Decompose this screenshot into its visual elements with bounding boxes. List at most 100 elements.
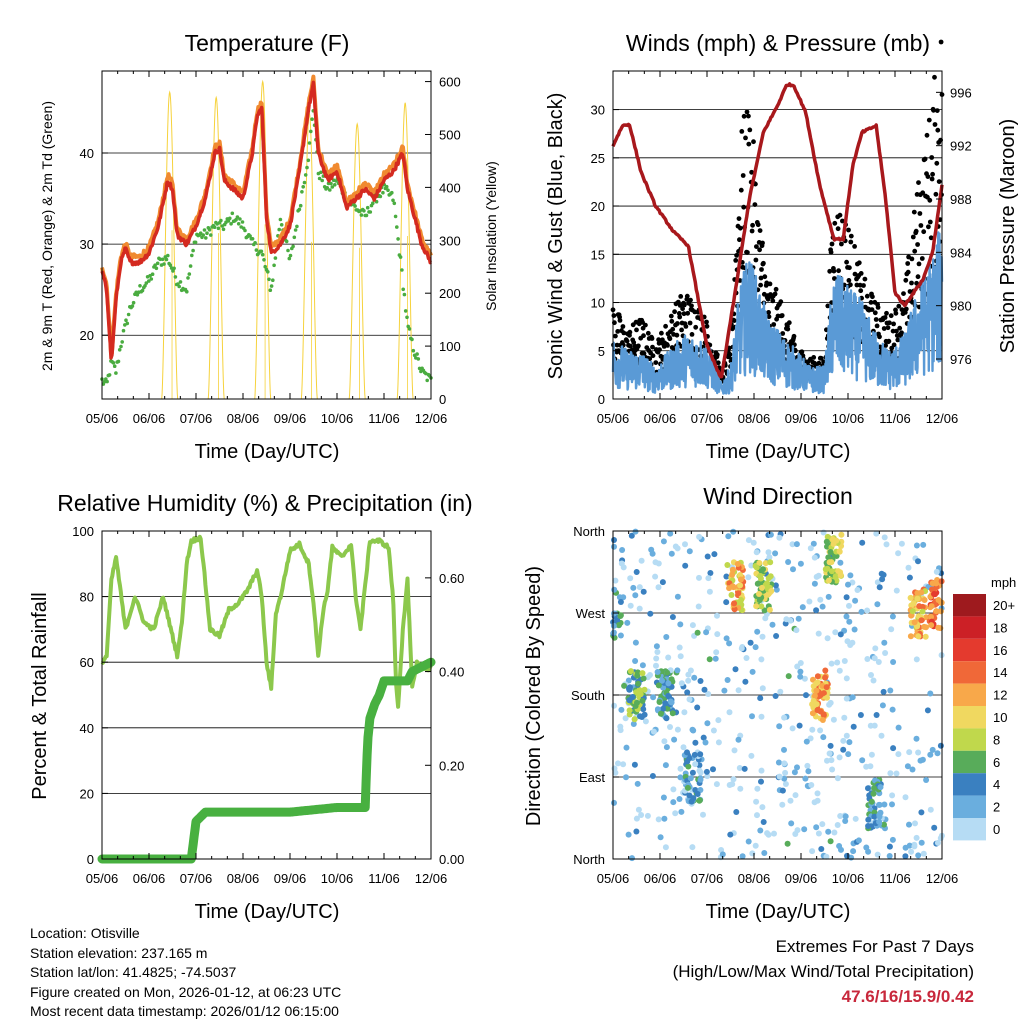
dewpoint-point	[405, 315, 409, 320]
direction-point	[932, 591, 938, 598]
direction-point	[700, 811, 706, 818]
direction-xtick-label: 06/06	[644, 871, 677, 886]
direction-point	[817, 727, 824, 734]
dewpoint-point	[365, 205, 370, 210]
direction-point	[674, 593, 681, 600]
dewpoint-point	[143, 284, 147, 288]
gust-point	[929, 176, 935, 182]
direction-point	[867, 763, 874, 770]
location-line: Location: Otisville	[30, 925, 140, 941]
humidity-ytick-label: 40	[80, 721, 94, 736]
winds-panel: Winds (mph) & Pressure (mb) 05/06 06/06 07…	[545, 30, 1019, 463]
gust-point	[927, 219, 933, 225]
direction-point	[911, 843, 918, 850]
direction-point	[909, 766, 916, 773]
gust-point	[881, 326, 887, 331]
gust-point	[791, 333, 797, 339]
gust-point	[872, 310, 878, 316]
direction-point	[895, 751, 902, 758]
gust-point	[905, 261, 911, 266]
direction-point	[680, 744, 687, 751]
direction-point	[843, 695, 850, 702]
temperature-frame	[101, 70, 432, 400]
humidity-ytick-label: 0	[87, 852, 94, 867]
humidity-ytick-right-label: 0.40	[439, 665, 464, 680]
direction-point	[706, 588, 713, 595]
direction-point	[781, 746, 787, 753]
legend-title: mph	[991, 575, 1016, 590]
gust-point	[891, 321, 896, 327]
direction-point	[649, 550, 656, 557]
humidity-xlabel: Time (Day/UTC)	[195, 901, 340, 923]
direction-point	[626, 707, 633, 714]
direction-point	[619, 547, 626, 553]
direction-point	[632, 528, 639, 535]
direction-point	[617, 599, 624, 605]
dewpoint-point	[396, 237, 400, 241]
direction-point	[776, 723, 783, 730]
humidity-ytick-right-label: 0.20	[439, 758, 464, 773]
dewpoint-point	[391, 198, 395, 203]
dewpoint-point	[147, 279, 151, 283]
direction-ytick-label: West	[576, 606, 606, 621]
gust-point	[731, 318, 737, 323]
temperature-ytick-right-label: 500	[439, 127, 461, 142]
direction-point	[921, 623, 928, 630]
direction-point	[876, 584, 883, 591]
direction-point	[626, 686, 633, 693]
gust-point	[620, 324, 626, 329]
gust-point	[922, 156, 928, 162]
legend-label: 8	[993, 732, 1000, 747]
dewpoint-point	[407, 327, 412, 331]
direction-point	[700, 734, 707, 741]
direction-ytick-label: East	[579, 770, 605, 785]
gust-point	[846, 227, 851, 233]
direction-point	[724, 562, 731, 568]
direction-point	[927, 806, 934, 813]
direction-point	[714, 612, 720, 619]
direction-point	[689, 844, 696, 851]
direction-point	[766, 606, 773, 613]
direction-point	[837, 572, 844, 579]
direction-point	[749, 668, 756, 675]
humidity-axes: 05/06 06/06 07/06 08/06 09/06 10/06 11/06 12/06…	[72, 524, 464, 886]
gust-point	[669, 318, 675, 324]
dewpoint-point	[279, 223, 284, 227]
direction-point	[841, 714, 848, 721]
direction-point	[796, 722, 803, 729]
direction-point	[871, 655, 878, 662]
direction-point	[687, 667, 694, 674]
elevation-line: Station elevation: 237.165 m	[30, 944, 208, 961]
direction-point	[907, 594, 914, 601]
direction-point	[887, 687, 894, 694]
gust-point	[847, 265, 852, 271]
solar-peak	[161, 90, 179, 400]
direction-point	[929, 746, 936, 753]
direction-point	[844, 852, 850, 859]
direction-point	[758, 713, 765, 720]
winds-axes: 05/06 06/06 07/06 08/06 09/06 10/06 11/06 12/06…	[591, 70, 972, 426]
gust-point	[917, 211, 923, 216]
temperature-xtick-label: 10/06	[321, 411, 354, 426]
gust-point	[753, 257, 759, 263]
direction-point	[640, 588, 647, 595]
direction-point	[854, 587, 861, 593]
extremes-box: Extremes For Past 7 Days (High/Low/Max W…	[673, 934, 974, 1009]
direction-point	[928, 603, 935, 610]
temperature-ytick-right-label: 100	[439, 339, 461, 354]
gust-point	[766, 314, 772, 320]
direction-point	[664, 705, 671, 712]
temperature-ytick-label: 40	[80, 146, 94, 161]
direction-point	[721, 687, 728, 694]
direction-point	[824, 565, 831, 572]
direction-point	[689, 622, 696, 629]
dewpoint-point	[359, 213, 364, 217]
relative-humidity-series	[100, 534, 433, 709]
gust-point	[674, 332, 680, 338]
gust-point	[938, 39, 944, 45]
dewpoint-point	[186, 276, 190, 280]
dewpoint-point	[229, 222, 233, 226]
direction-xtick-label: 05/06	[597, 871, 630, 886]
direction-point	[877, 784, 884, 791]
dewpoint-point	[298, 203, 303, 208]
